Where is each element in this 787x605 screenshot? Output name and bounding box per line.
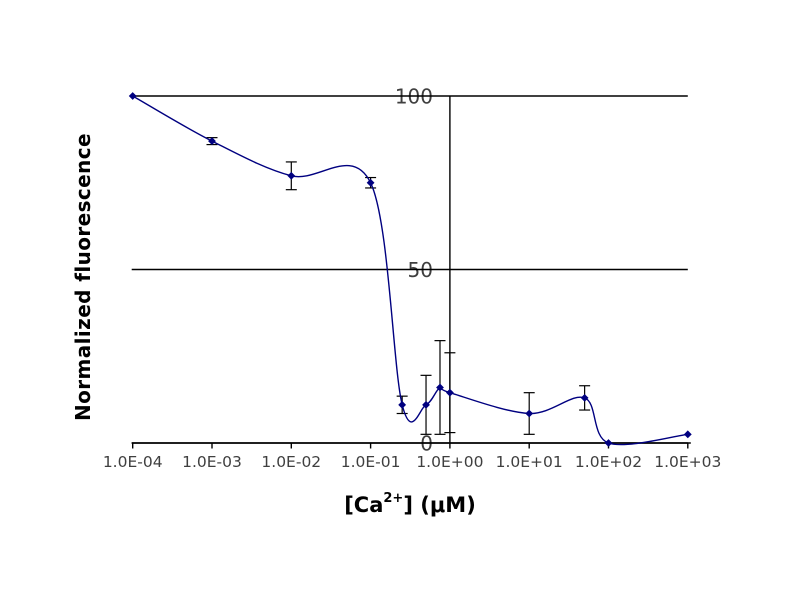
data-point-marker bbox=[436, 383, 444, 392]
data-point-marker bbox=[287, 171, 296, 180]
data-point-marker bbox=[398, 400, 407, 409]
data-point-marker bbox=[580, 393, 589, 402]
x-tick-label: 1.0E-03 bbox=[182, 453, 242, 471]
data-point-marker bbox=[683, 430, 692, 439]
x-tick-label: 1.0E-01 bbox=[341, 453, 401, 471]
data-point-marker bbox=[604, 439, 613, 447]
x-tick-label: 1.0E+02 bbox=[575, 453, 642, 471]
x-tick-label: 1.0E+01 bbox=[496, 453, 563, 471]
x-tick-label: 1.0E-04 bbox=[103, 453, 163, 471]
y-axis-title: Normalized fluorescence bbox=[71, 132, 95, 422]
x-tick-label: 1.0E+03 bbox=[654, 453, 721, 471]
x-axis-title-post: ] (μM) bbox=[403, 493, 476, 517]
x-axis-title-superscript: 2+ bbox=[383, 491, 404, 507]
data-point-marker bbox=[366, 178, 375, 187]
data-point-marker bbox=[445, 388, 454, 397]
data-point-marker bbox=[128, 92, 137, 100]
x-tick-label: 1.0E+00 bbox=[416, 453, 483, 471]
x-tick-label: 1.0E-02 bbox=[261, 453, 321, 471]
data-point-marker bbox=[525, 409, 534, 418]
x-axis-title: [Ca2+] (μM) bbox=[344, 491, 476, 517]
x-axis-title-pre: [Ca bbox=[344, 493, 384, 517]
data-point-marker bbox=[208, 137, 216, 146]
data-point-marker bbox=[422, 400, 430, 409]
